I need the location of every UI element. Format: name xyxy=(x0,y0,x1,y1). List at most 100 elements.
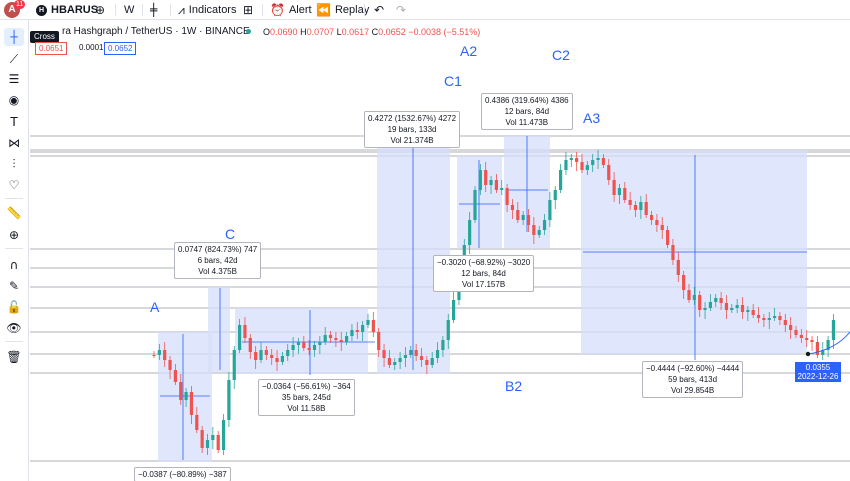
fib-retracement-tool[interactable]: ☰ xyxy=(4,70,24,88)
chart-pane[interactable]: A C C1 A2 C2 A3 B2 −0.0387 (−80.89%) −38… xyxy=(30,20,850,481)
close-value: 0.0652 xyxy=(378,27,406,37)
candle-body xyxy=(184,392,188,400)
chart-type-button[interactable]: ╪ xyxy=(150,2,157,18)
measure-volume: Vol 17.157B xyxy=(462,280,506,289)
sell-price-button[interactable]: 0.0651 xyxy=(35,42,68,55)
low-value: 0.0617 xyxy=(341,27,370,37)
candle-body xyxy=(810,340,814,342)
cross-cursor-tool[interactable]: ┼ xyxy=(4,28,24,46)
indicators-button[interactable]: ⩘ Indicators xyxy=(178,2,236,18)
symbol-search-button[interactable]: H HBARUS xyxy=(36,2,98,18)
spread-value: 0.0001 xyxy=(79,43,104,52)
alert-button[interactable]: ⏰ Alert xyxy=(270,2,312,18)
candle-body xyxy=(687,290,691,300)
high-value: 0.0707 xyxy=(306,27,335,37)
symbol-description[interactable]: ra Hashgraph / TetherUS · 1W · BINANCE xyxy=(62,26,250,37)
candle-body xyxy=(446,320,450,340)
wave-label-a2: A2 xyxy=(460,43,478,59)
change-value: −0.0038 (−5.51%) xyxy=(408,27,481,37)
candle-body xyxy=(259,350,263,360)
price-chart[interactable] xyxy=(30,20,850,481)
wave-label-a3: A3 xyxy=(583,110,601,126)
toolbar-divider xyxy=(170,4,171,16)
text-tool[interactable]: T xyxy=(4,113,24,131)
toolbar-divider xyxy=(5,248,23,249)
measure-change: −0.0387 (−80.89%) −387 xyxy=(138,470,227,479)
measure-label-a2-drop: −0.3020 (−68.92%) −3020 12 bars, 84d Vol… xyxy=(433,255,535,292)
candle-body xyxy=(751,310,755,315)
candle-body xyxy=(580,162,584,170)
interval-button[interactable]: W xyxy=(124,4,135,16)
candle-body xyxy=(644,202,648,215)
magnet-tool[interactable]: ∩ xyxy=(4,256,24,274)
remove-drawings-tool[interactable]: 🗑 xyxy=(4,348,24,366)
low-key: L xyxy=(336,27,342,37)
candle-body xyxy=(815,342,819,355)
candle-body xyxy=(746,310,750,312)
pattern-tool[interactable]: ⋈ xyxy=(4,134,24,152)
candle-body xyxy=(805,338,809,340)
prediction-icon: ⫶ xyxy=(12,157,16,171)
open-key: O xyxy=(263,27,271,37)
measure-volume: Vol 21.374B xyxy=(390,136,434,145)
candle-body xyxy=(264,350,268,355)
compare-symbol-button[interactable]: ⊕ xyxy=(95,2,105,18)
candle-body xyxy=(189,392,194,415)
brush-tool[interactable]: ◉ xyxy=(4,91,24,109)
stay-in-drawing-tool[interactable]: ✎ xyxy=(4,277,24,295)
candle-body xyxy=(318,342,322,345)
open-value: 0.0690 xyxy=(270,27,298,37)
candle-body xyxy=(393,362,397,365)
zoom-tool[interactable]: ⊕ xyxy=(4,226,24,244)
candle-body xyxy=(334,338,338,340)
measure-bars: 59 bars, 413d xyxy=(668,375,718,384)
eye-icon: 👁 xyxy=(6,321,22,335)
cross-tooltip: Cross xyxy=(30,31,59,43)
wave-label-c: C xyxy=(225,226,236,242)
candle-body xyxy=(607,165,611,180)
redo-button[interactable]: ↷ xyxy=(396,2,406,18)
trend-line-tool[interactable]: ⟋ xyxy=(4,50,24,68)
candle-body xyxy=(441,340,445,350)
candle-body xyxy=(569,158,573,160)
measure-tool[interactable]: 📏 xyxy=(4,204,24,222)
measure-volume: Vol 11.473B xyxy=(505,118,549,127)
candle-body xyxy=(526,215,531,225)
hide-drawings-tool[interactable]: 👁 xyxy=(4,319,24,337)
measure-bars: 12 bars, 84d xyxy=(504,107,550,116)
candle-body xyxy=(227,380,231,420)
candle-body xyxy=(280,356,284,362)
wave-label-b2: B2 xyxy=(505,378,523,394)
candle-body xyxy=(692,295,696,300)
wave-label-a: A xyxy=(150,299,160,315)
candle-body xyxy=(238,325,242,350)
candle-body xyxy=(382,350,386,358)
candle-body xyxy=(671,245,675,260)
candle-body xyxy=(762,318,766,320)
candle-body xyxy=(703,308,707,310)
candle-body xyxy=(484,170,488,185)
undo-button[interactable]: ↶ xyxy=(374,2,384,18)
replay-button[interactable]: ⏪ Replay xyxy=(316,2,369,18)
ohlc-legend: O0.0690 H0.0707 L0.0617 C0.0652 −0.0038 … xyxy=(263,27,480,37)
candle-body xyxy=(505,188,509,205)
lock-drawings-tool[interactable]: 🔓 xyxy=(4,298,24,316)
candle-body xyxy=(473,190,477,220)
candle-body xyxy=(200,430,204,448)
layouts-button[interactable]: ⊞ xyxy=(243,2,253,18)
candle-body xyxy=(617,188,622,195)
heart-icon: ♡ xyxy=(8,178,20,192)
crosshair-price-tag: 0.0355 2022-12-26 xyxy=(795,362,841,382)
measure-change: 0.0747 (824.73%) 747 xyxy=(178,245,258,254)
candle-body xyxy=(575,158,579,162)
candle-body xyxy=(414,350,418,356)
candle-body xyxy=(339,340,343,342)
buy-price-button[interactable]: 0.0652 xyxy=(104,42,137,55)
candle-body xyxy=(767,318,771,320)
prediction-tool[interactable]: ⫶ xyxy=(4,155,24,173)
candle-body xyxy=(243,325,247,338)
measure-change: 0.4386 (319.64%) 4386 xyxy=(485,96,569,105)
icons-tool[interactable]: ♡ xyxy=(4,176,24,194)
measure-change: 0.4272 (1532.67%) 4272 xyxy=(368,114,457,123)
candle-body xyxy=(409,350,413,355)
